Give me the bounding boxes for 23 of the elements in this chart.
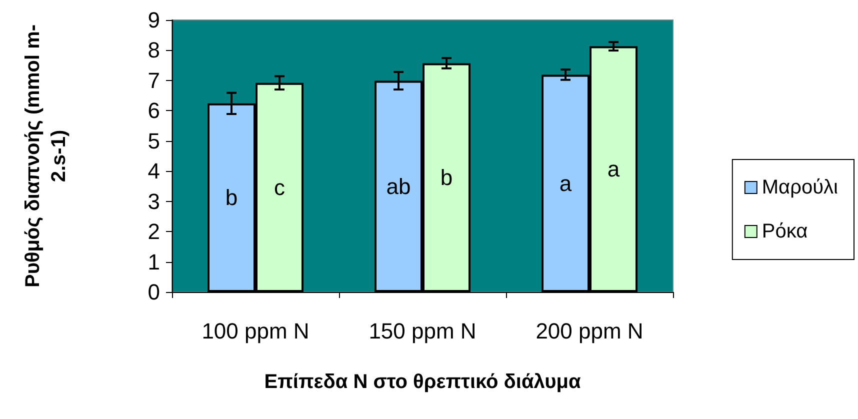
y-tick-label: 9 (148, 8, 160, 32)
y-tick-label: 3 (148, 188, 160, 214)
x-axis-title: Επίπεδα N στο θρεπτικό διάλυμα (264, 371, 582, 393)
y-tick-label: 6 (148, 98, 160, 124)
data-label: a (607, 156, 620, 182)
x-tick-label: 100 ppm N (202, 318, 310, 344)
x-tick-label: 200 ppm N (536, 318, 644, 344)
y-tick-label: 8 (148, 38, 160, 63)
data-label: b (225, 185, 238, 210)
y-axis-title: Ρυθμός διαπνοής (mmol m- 2.s-1) (22, 24, 70, 288)
y-tick-label: 1 (148, 249, 160, 274)
y-tick-label: 7 (148, 68, 160, 93)
data-label: ab (386, 174, 411, 199)
x-tick-label: 150 ppm N (368, 318, 476, 344)
y-tick-label: 5 (148, 128, 160, 154)
y-tick-label: 0 (148, 280, 160, 304)
legend-label: Ρόκα (762, 220, 808, 242)
y-tick-label: 4 (148, 158, 160, 184)
y-tick-label: 2 (148, 219, 160, 244)
data-label: c (274, 174, 285, 200)
data-label: b (440, 165, 453, 190)
legend-label: Μαρούλι (762, 176, 838, 198)
data-label: a (559, 170, 572, 196)
